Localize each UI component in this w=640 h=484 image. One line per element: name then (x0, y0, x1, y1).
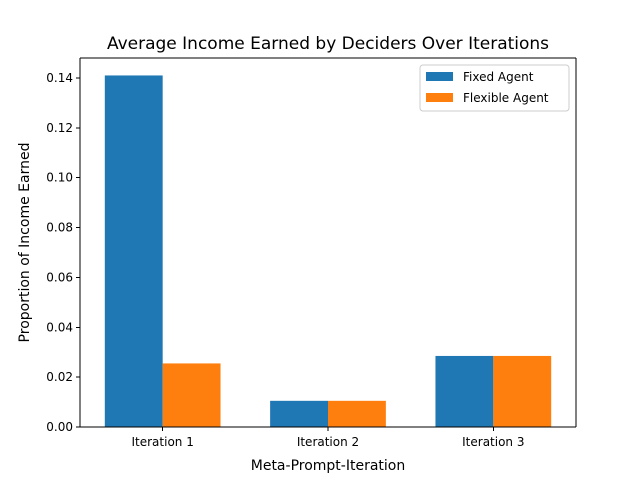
x-tick-label: Iteration 1 (131, 435, 193, 449)
chart-title: Average Income Earned by Deciders Over I… (107, 34, 549, 54)
bars-layer (104, 75, 552, 428)
bar-flexible-agent-1 (162, 363, 221, 427)
bar-flexible-agent-2 (328, 400, 386, 427)
legend-label-fixed-agent: Fixed Agent (463, 70, 534, 84)
x-axis-label: Meta-Prompt-Iteration (251, 458, 405, 474)
bar-fixed-agent-2 (270, 400, 328, 427)
x-tick-label: Iteration 2 (297, 435, 359, 449)
x-ticks: Iteration 1 Iteration 2 Iteration 3 (131, 427, 525, 449)
legend-box (419, 64, 570, 112)
bar-fixed-agent-1 (104, 75, 163, 428)
y-ticks: 0.00 0.02 0.04 0.06 0.08 0.10 0.12 0.14 (46, 71, 80, 434)
legend-swatch-flexible-agent (426, 93, 453, 102)
y-tick-label: 0.04 (46, 320, 73, 334)
legend: Fixed Agent Flexible Agent (419, 64, 570, 112)
y-tick-label: 0.14 (46, 71, 73, 85)
y-tick-label: 0.00 (46, 420, 73, 434)
y-tick-label: 0.06 (46, 270, 73, 284)
y-tick-label: 0.12 (46, 121, 73, 135)
x-tick-label: Iteration 3 (462, 435, 524, 449)
y-tick-label: 0.10 (46, 171, 73, 185)
legend-swatch-fixed-agent (426, 72, 453, 81)
legend-label-flexible-agent: Flexible Agent (463, 91, 549, 105)
bar-fixed-agent-3 (435, 355, 494, 427)
y-axis-label: Proportion of Income Earned (17, 143, 33, 343)
y-tick-label: 0.08 (46, 221, 73, 235)
bar-flexible-agent-3 (493, 355, 552, 427)
y-tick-label: 0.02 (46, 370, 73, 384)
